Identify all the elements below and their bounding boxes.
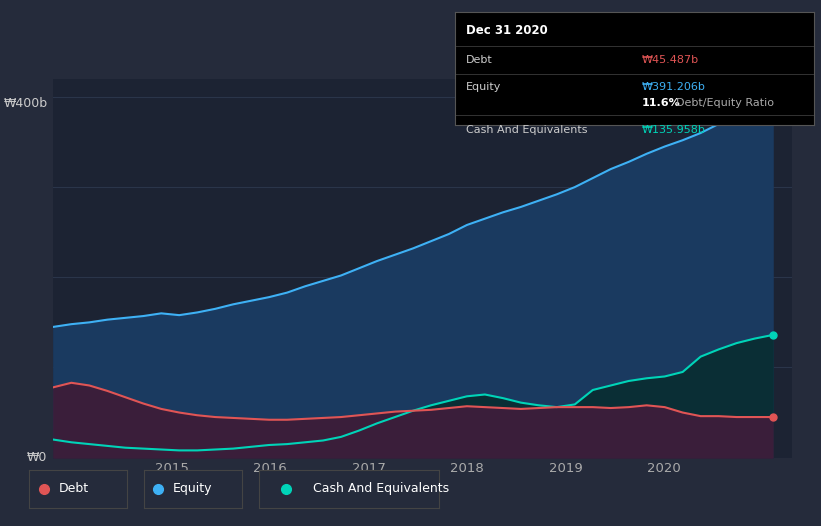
Text: ₩45.487b: ₩45.487b xyxy=(642,55,699,65)
Text: Debt: Debt xyxy=(466,55,493,65)
Text: Equity: Equity xyxy=(173,482,213,495)
Text: Debt: Debt xyxy=(58,482,89,495)
Text: Cash And Equivalents: Cash And Equivalents xyxy=(313,482,449,495)
Text: Equity: Equity xyxy=(466,82,501,92)
Text: Dec 31 2020: Dec 31 2020 xyxy=(466,24,548,37)
Text: Cash And Equivalents: Cash And Equivalents xyxy=(466,125,587,135)
Text: ₩0: ₩0 xyxy=(27,451,48,464)
Text: ₩391.206b: ₩391.206b xyxy=(642,82,706,92)
Text: ₩400b: ₩400b xyxy=(3,97,48,110)
Text: 11.6%: 11.6% xyxy=(642,97,681,108)
Text: Debt/Equity Ratio: Debt/Equity Ratio xyxy=(676,97,774,108)
Text: ₩135.958b: ₩135.958b xyxy=(642,125,706,135)
